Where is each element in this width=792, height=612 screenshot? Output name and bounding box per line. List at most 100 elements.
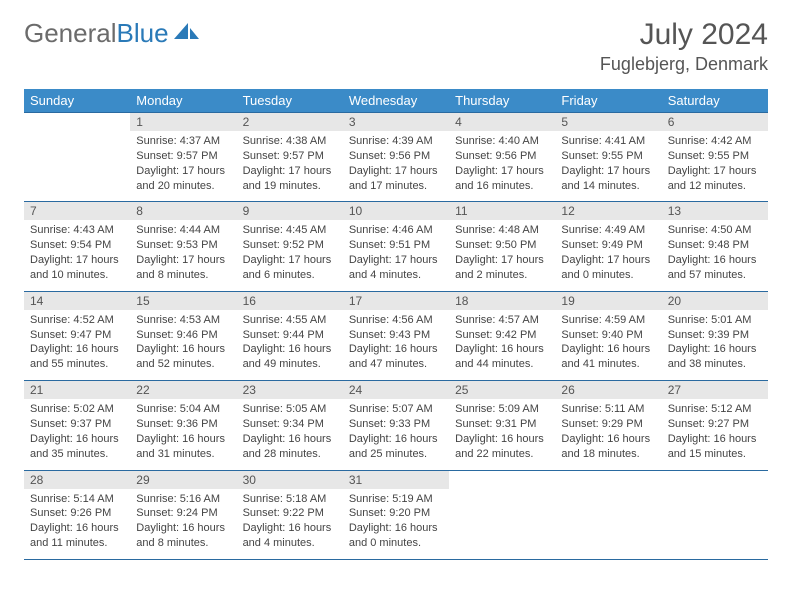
sunrise-line: Sunrise: 4:38 AM — [243, 134, 337, 149]
calendar-day-cell: 22Sunrise: 5:04 AMSunset: 9:36 PMDayligh… — [130, 381, 236, 470]
sunrise-line: Sunrise: 4:49 AM — [561, 223, 655, 238]
daylight-line: Daylight: 16 hours and 8 minutes. — [136, 521, 230, 551]
sunset-line: Sunset: 9:40 PM — [561, 328, 655, 343]
daylight-line: Daylight: 16 hours and 47 minutes. — [349, 342, 443, 372]
calendar-day-cell: 23Sunrise: 5:05 AMSunset: 9:34 PMDayligh… — [237, 381, 343, 470]
sunset-line: Sunset: 9:29 PM — [561, 417, 655, 432]
title-block: July 2024 Fuglebjerg, Denmark — [600, 18, 768, 75]
sunrise-line: Sunrise: 4:45 AM — [243, 223, 337, 238]
sunset-line: Sunset: 9:57 PM — [136, 149, 230, 164]
calendar-day-cell — [449, 470, 555, 559]
sunset-line: Sunset: 9:20 PM — [349, 506, 443, 521]
day-number: 18 — [449, 292, 555, 310]
sunset-line: Sunset: 9:39 PM — [668, 328, 762, 343]
day-number: 21 — [24, 381, 130, 399]
daylight-line: Daylight: 16 hours and 55 minutes. — [30, 342, 124, 372]
calendar-day-cell: 21Sunrise: 5:02 AMSunset: 9:37 PMDayligh… — [24, 381, 130, 470]
calendar-day-cell: 4Sunrise: 4:40 AMSunset: 9:56 PMDaylight… — [449, 113, 555, 202]
daylight-line: Daylight: 16 hours and 57 minutes. — [668, 253, 762, 283]
calendar-day-cell: 13Sunrise: 4:50 AMSunset: 9:48 PMDayligh… — [662, 202, 768, 291]
calendar-day-cell: 24Sunrise: 5:07 AMSunset: 9:33 PMDayligh… — [343, 381, 449, 470]
sunset-line: Sunset: 9:37 PM — [30, 417, 124, 432]
daylight-line: Daylight: 17 hours and 2 minutes. — [455, 253, 549, 283]
sunset-line: Sunset: 9:47 PM — [30, 328, 124, 343]
calendar-day-cell: 1Sunrise: 4:37 AMSunset: 9:57 PMDaylight… — [130, 113, 236, 202]
daylight-line: Daylight: 16 hours and 38 minutes. — [668, 342, 762, 372]
day-number: 16 — [237, 292, 343, 310]
day-number: 26 — [555, 381, 661, 399]
sunrise-line: Sunrise: 5:16 AM — [136, 492, 230, 507]
day-details: Sunrise: 5:07 AMSunset: 9:33 PMDaylight:… — [343, 399, 449, 469]
calendar-week-row: 21Sunrise: 5:02 AMSunset: 9:37 PMDayligh… — [24, 381, 768, 470]
sunrise-line: Sunrise: 5:09 AM — [455, 402, 549, 417]
sunrise-line: Sunrise: 5:05 AM — [243, 402, 337, 417]
sunrise-line: Sunrise: 5:07 AM — [349, 402, 443, 417]
day-number: 13 — [662, 202, 768, 220]
sunset-line: Sunset: 9:49 PM — [561, 238, 655, 253]
daylight-line: Daylight: 16 hours and 28 minutes. — [243, 432, 337, 462]
calendar-day-cell — [662, 470, 768, 559]
weekday-header: Saturday — [662, 89, 768, 113]
daylight-line: Daylight: 17 hours and 10 minutes. — [30, 253, 124, 283]
sunset-line: Sunset: 9:55 PM — [668, 149, 762, 164]
sunrise-line: Sunrise: 4:59 AM — [561, 313, 655, 328]
day-details: Sunrise: 4:55 AMSunset: 9:44 PMDaylight:… — [237, 310, 343, 380]
day-details: Sunrise: 5:05 AMSunset: 9:34 PMDaylight:… — [237, 399, 343, 469]
day-details: Sunrise: 5:04 AMSunset: 9:36 PMDaylight:… — [130, 399, 236, 469]
sunset-line: Sunset: 9:26 PM — [30, 506, 124, 521]
day-details: Sunrise: 4:44 AMSunset: 9:53 PMDaylight:… — [130, 220, 236, 290]
daylight-line: Daylight: 16 hours and 4 minutes. — [243, 521, 337, 551]
calendar-week-row: 28Sunrise: 5:14 AMSunset: 9:26 PMDayligh… — [24, 470, 768, 559]
daylight-line: Daylight: 17 hours and 16 minutes. — [455, 164, 549, 194]
calendar-day-cell: 12Sunrise: 4:49 AMSunset: 9:49 PMDayligh… — [555, 202, 661, 291]
daylight-line: Daylight: 16 hours and 49 minutes. — [243, 342, 337, 372]
calendar-day-cell: 26Sunrise: 5:11 AMSunset: 9:29 PMDayligh… — [555, 381, 661, 470]
day-number: 30 — [237, 471, 343, 489]
sunrise-line: Sunrise: 4:37 AM — [136, 134, 230, 149]
day-number: 6 — [662, 113, 768, 131]
calendar-day-cell: 6Sunrise: 4:42 AMSunset: 9:55 PMDaylight… — [662, 113, 768, 202]
sunset-line: Sunset: 9:56 PM — [455, 149, 549, 164]
day-details: Sunrise: 4:37 AMSunset: 9:57 PMDaylight:… — [130, 131, 236, 201]
day-number: 11 — [449, 202, 555, 220]
calendar-day-cell: 10Sunrise: 4:46 AMSunset: 9:51 PMDayligh… — [343, 202, 449, 291]
calendar-day-cell: 25Sunrise: 5:09 AMSunset: 9:31 PMDayligh… — [449, 381, 555, 470]
sunrise-line: Sunrise: 4:42 AM — [668, 134, 762, 149]
location-label: Fuglebjerg, Denmark — [600, 54, 768, 75]
sunrise-line: Sunrise: 4:53 AM — [136, 313, 230, 328]
calendar-day-cell: 7Sunrise: 4:43 AMSunset: 9:54 PMDaylight… — [24, 202, 130, 291]
day-details: Sunrise: 5:19 AMSunset: 9:20 PMDaylight:… — [343, 489, 449, 559]
day-details: Sunrise: 4:49 AMSunset: 9:49 PMDaylight:… — [555, 220, 661, 290]
calendar-day-cell: 14Sunrise: 4:52 AMSunset: 9:47 PMDayligh… — [24, 291, 130, 380]
sunset-line: Sunset: 9:46 PM — [136, 328, 230, 343]
day-details: Sunrise: 4:56 AMSunset: 9:43 PMDaylight:… — [343, 310, 449, 380]
day-number: 19 — [555, 292, 661, 310]
day-number — [24, 113, 130, 131]
daylight-line: Daylight: 16 hours and 41 minutes. — [561, 342, 655, 372]
calendar-day-cell: 8Sunrise: 4:44 AMSunset: 9:53 PMDaylight… — [130, 202, 236, 291]
day-number — [662, 471, 768, 489]
calendar-day-cell: 2Sunrise: 4:38 AMSunset: 9:57 PMDaylight… — [237, 113, 343, 202]
day-number: 1 — [130, 113, 236, 131]
day-details — [24, 131, 130, 199]
day-details: Sunrise: 5:01 AMSunset: 9:39 PMDaylight:… — [662, 310, 768, 380]
sunrise-line: Sunrise: 4:46 AM — [349, 223, 443, 238]
daylight-line: Daylight: 17 hours and 19 minutes. — [243, 164, 337, 194]
sunrise-line: Sunrise: 5:01 AM — [668, 313, 762, 328]
daylight-line: Daylight: 16 hours and 44 minutes. — [455, 342, 549, 372]
calendar-day-cell: 11Sunrise: 4:48 AMSunset: 9:50 PMDayligh… — [449, 202, 555, 291]
sunrise-line: Sunrise: 5:04 AM — [136, 402, 230, 417]
brand-name: GeneralBlue — [24, 18, 169, 49]
sunset-line: Sunset: 9:31 PM — [455, 417, 549, 432]
sunrise-line: Sunrise: 4:48 AM — [455, 223, 549, 238]
day-number: 12 — [555, 202, 661, 220]
calendar-day-cell: 17Sunrise: 4:56 AMSunset: 9:43 PMDayligh… — [343, 291, 449, 380]
day-details: Sunrise: 5:12 AMSunset: 9:27 PMDaylight:… — [662, 399, 768, 469]
day-details — [555, 489, 661, 557]
daylight-line: Daylight: 16 hours and 11 minutes. — [30, 521, 124, 551]
calendar-day-cell: 30Sunrise: 5:18 AMSunset: 9:22 PMDayligh… — [237, 470, 343, 559]
sunrise-line: Sunrise: 4:52 AM — [30, 313, 124, 328]
month-title: July 2024 — [600, 18, 768, 52]
day-details: Sunrise: 4:57 AMSunset: 9:42 PMDaylight:… — [449, 310, 555, 380]
sunrise-line: Sunrise: 4:43 AM — [30, 223, 124, 238]
